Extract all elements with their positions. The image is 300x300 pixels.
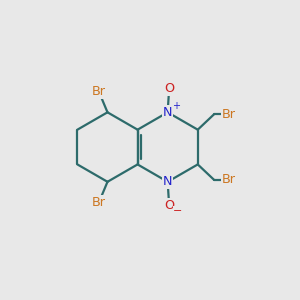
Text: −: − bbox=[173, 206, 183, 216]
Text: +: + bbox=[172, 101, 181, 111]
Text: Br: Br bbox=[92, 196, 106, 209]
Text: Br: Br bbox=[92, 85, 106, 98]
Text: Br: Br bbox=[222, 108, 236, 121]
Text: O: O bbox=[164, 82, 174, 95]
Text: N: N bbox=[163, 175, 172, 188]
Text: O: O bbox=[164, 199, 174, 212]
Text: N: N bbox=[163, 106, 172, 119]
Text: Br: Br bbox=[222, 173, 236, 186]
